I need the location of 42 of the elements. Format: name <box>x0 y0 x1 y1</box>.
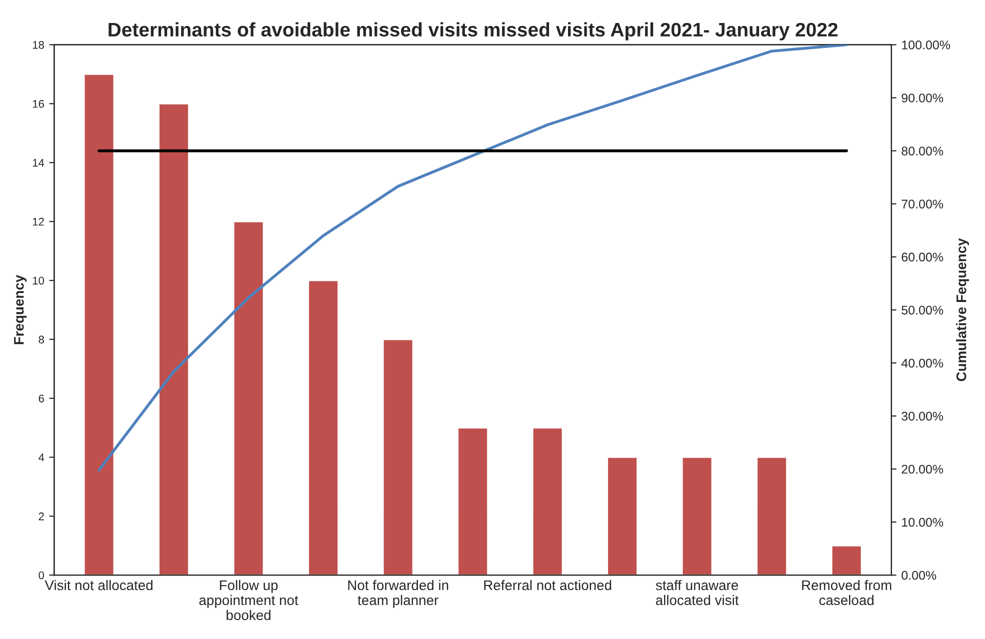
y2-tick-label: 60.00% <box>902 252 944 262</box>
y-tick-label: 16 <box>32 100 44 108</box>
x-tick-label: Visit not allocated <box>44 580 152 590</box>
y-tick-label: 18 <box>32 40 44 49</box>
bar <box>158 102 190 576</box>
x-tick-label: Removed from caseload <box>802 580 892 606</box>
bar <box>232 220 264 576</box>
bar <box>83 74 115 576</box>
y2-tick-label: 0.00% <box>902 570 936 580</box>
y2-axis-title: Cumulative Fequency <box>956 238 969 382</box>
bar <box>830 544 862 576</box>
y2-tick-label: 80.00% <box>902 146 944 156</box>
y-tick-label: 4 <box>38 454 44 462</box>
y2-tick-label: 10.00% <box>902 518 944 527</box>
y-tick-label: 8 <box>38 336 44 344</box>
y2-tick-label: 30.00% <box>902 412 944 421</box>
y-tick-label: 0 <box>38 571 44 580</box>
y2-tick-label: 40.00% <box>901 358 944 368</box>
x-tick-label: staff unaware allocated visit <box>656 580 739 606</box>
y2-tick-label: 90.00% <box>902 94 944 102</box>
bar <box>382 338 414 576</box>
y-tick-label: 12 <box>32 218 44 226</box>
bar <box>308 280 339 576</box>
line-series <box>98 44 848 472</box>
y-axis-title: Frequency <box>14 274 27 344</box>
x-tick-label: Referral not actioned <box>484 580 612 590</box>
bar <box>606 456 638 576</box>
x-tick-label: Follow up appointment not booked <box>199 580 298 620</box>
bar <box>681 456 713 576</box>
chart-title: Determinants of avoidable missed visits missed visits April 2021- January 2022 <box>108 22 838 40</box>
y-tick-label: 6 <box>38 394 44 402</box>
y-tick-label: 14 <box>32 158 44 167</box>
bar <box>756 456 788 576</box>
y-tick-label: 2 <box>38 512 44 520</box>
y-tick-label: 10 <box>32 276 44 285</box>
y2-tick-label: 50.00% <box>902 306 944 315</box>
y2-tick-label: 20.00% <box>902 464 944 474</box>
bar <box>532 427 564 576</box>
y2-tick-label: 70.00% <box>902 200 944 208</box>
y2-tick-label: 100.00% <box>902 40 950 50</box>
x-tick-label: Not forwarded in team planner <box>348 580 448 608</box>
bar <box>457 427 488 576</box>
